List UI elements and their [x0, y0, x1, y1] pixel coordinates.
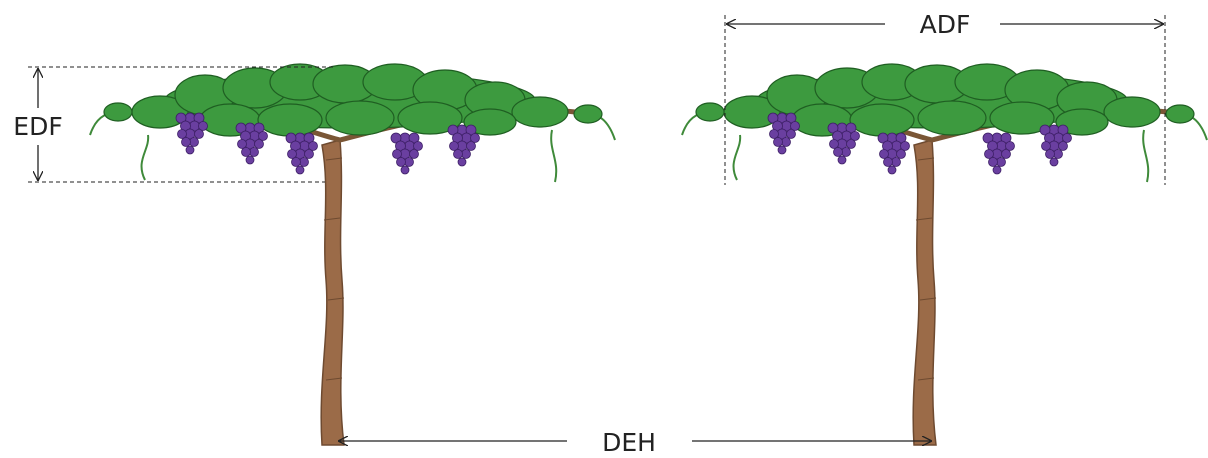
- vine-left: [90, 64, 615, 445]
- deh-label: DEH: [602, 428, 656, 457]
- adf-label: ADF: [920, 10, 971, 39]
- canopy-width-dimension: ADF: [724, 10, 1166, 185]
- vine-spacing-dimension: DEH: [338, 428, 932, 457]
- vine-right: [682, 64, 1207, 445]
- edf-label: EDF: [13, 112, 62, 141]
- canopy-height-dimension: EDF: [13, 66, 335, 183]
